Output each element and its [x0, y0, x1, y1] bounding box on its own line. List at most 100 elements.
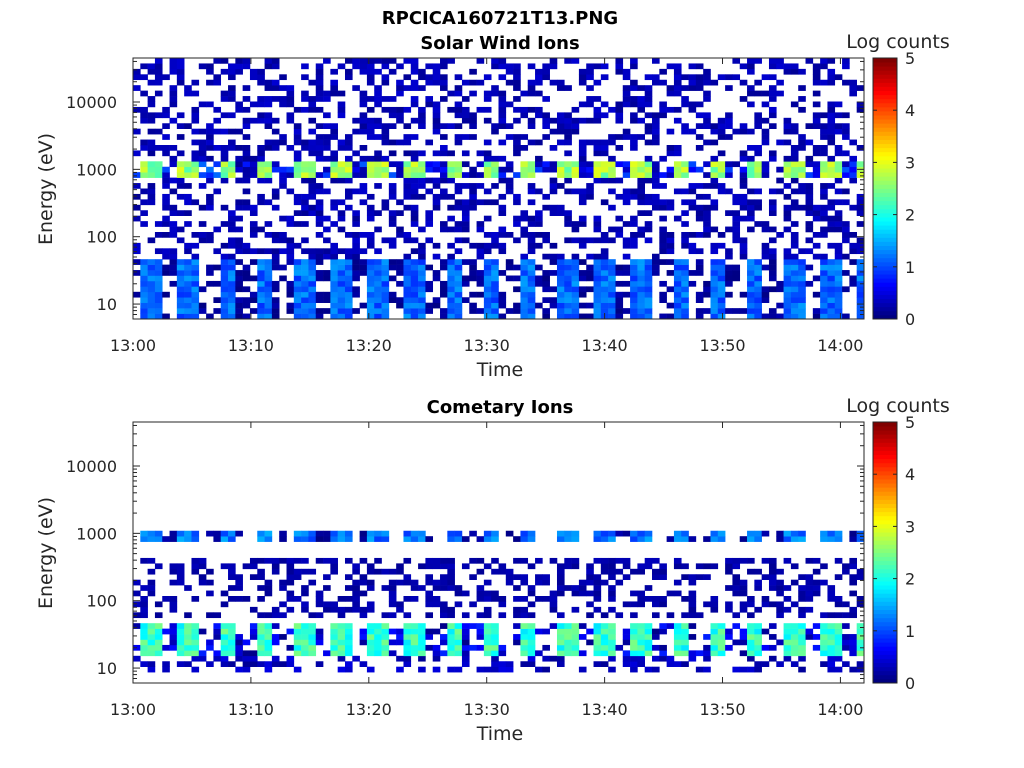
heatmap-cell — [717, 242, 726, 249]
heatmap-cell — [600, 172, 609, 178]
heatmap-cell — [169, 644, 178, 651]
heatmap-cell — [432, 183, 441, 189]
heatmap-cell — [366, 134, 375, 140]
heatmap-cell — [849, 259, 857, 265]
heatmap-cell — [366, 297, 375, 303]
heatmap-cell — [301, 259, 309, 265]
heatmap-cell — [249, 117, 258, 124]
heatmap-cell — [213, 248, 222, 255]
heatmap-cell — [747, 639, 755, 646]
heatmap-cell — [184, 612, 192, 619]
heatmap-cell — [249, 232, 258, 238]
heatmap-cell — [374, 313, 382, 320]
heatmap-cell — [257, 112, 265, 119]
heatmap-cell — [754, 166, 762, 173]
heatmap-cell — [856, 302, 865, 309]
heatmap-cell — [695, 666, 704, 673]
heatmap-cell — [761, 128, 770, 135]
heatmap-cell — [352, 259, 360, 265]
heatmap-cell — [366, 237, 375, 244]
heatmap-cell — [491, 596, 499, 602]
heatmap-cell — [812, 90, 821, 97]
heatmap-cell — [571, 530, 580, 537]
heatmap-cell — [549, 623, 558, 629]
heatmap-cell — [827, 259, 836, 265]
heatmap-cell — [564, 530, 572, 537]
heatmap-cell — [820, 579, 828, 586]
heatmap-cell — [403, 612, 412, 619]
heatmap-cell — [396, 63, 404, 70]
heatmap-cell — [498, 270, 507, 276]
heatmap-cell — [206, 128, 214, 135]
heatmap-cell — [747, 145, 755, 151]
heatmap-cell — [820, 128, 828, 135]
heatmap-cell — [637, 623, 645, 629]
heatmap-cell — [615, 232, 624, 238]
heatmap-cell — [542, 232, 550, 238]
heatmap-cell — [249, 557, 258, 564]
heatmap-cell — [542, 63, 550, 70]
heatmap-cell — [388, 58, 397, 64]
heatmap-cell — [637, 183, 645, 189]
heatmap-cell — [695, 101, 704, 108]
heatmap-cell — [556, 563, 565, 570]
heatmap-cell — [615, 68, 624, 75]
heatmap-cell — [337, 177, 346, 184]
heatmap-cell — [556, 297, 565, 303]
heatmap-cell — [154, 536, 163, 542]
heatmap-cell — [279, 264, 287, 271]
heatmap-cell — [432, 650, 441, 657]
heatmap-cell — [176, 286, 185, 293]
heatmap-cell — [710, 264, 719, 271]
heatmap-cell — [286, 596, 295, 602]
heatmap-cell — [228, 253, 236, 260]
heatmap-cell — [184, 650, 192, 657]
heatmap-cell — [235, 639, 243, 646]
heatmap-cell — [681, 612, 689, 619]
heatmap-cell — [630, 242, 638, 249]
heatmap-cell — [176, 650, 185, 657]
heatmap-cell — [359, 557, 368, 564]
heatmap-cell — [425, 601, 434, 608]
heatmap-cell — [505, 101, 514, 108]
heatmap-cell — [374, 85, 382, 91]
heatmap-cell — [556, 253, 565, 260]
heatmap-cell — [593, 237, 602, 244]
heatmap-cell — [834, 596, 843, 602]
heatmap-cell — [271, 204, 280, 211]
heatmap-cell — [798, 308, 806, 314]
heatmap-cell — [498, 210, 507, 216]
heatmap-cell — [418, 248, 426, 255]
heatmap-cell — [206, 579, 214, 586]
heatmap-cell — [191, 297, 200, 303]
heatmap-cell — [264, 590, 273, 597]
heatmap-cell — [315, 145, 324, 151]
heatmap-cell — [323, 96, 331, 102]
heatmap-cell — [681, 286, 689, 293]
heatmap-cell — [242, 85, 251, 91]
cometary-title: Cometary Ions — [427, 397, 574, 418]
heatmap-cell — [498, 297, 507, 303]
heatmap-cell — [271, 612, 280, 619]
heatmap-cell — [527, 259, 536, 265]
heatmap-cell — [133, 204, 141, 211]
heatmap-cell — [147, 63, 156, 70]
heatmap-cell — [315, 612, 324, 619]
heatmap-cell — [688, 574, 697, 580]
heatmap-cell — [600, 177, 609, 184]
heatmap-cell — [469, 188, 477, 195]
heatmap-cell — [827, 134, 836, 140]
heatmap-cell — [710, 297, 719, 303]
heatmap-cell — [783, 655, 792, 662]
heatmap-cell — [834, 280, 843, 287]
heatmap-cell — [849, 161, 857, 168]
heatmap-cell — [513, 302, 521, 309]
heatmap-cell — [169, 264, 178, 271]
heatmap-cell — [703, 112, 711, 119]
heatmap-cell — [564, 58, 572, 64]
heatmap-cell — [556, 634, 565, 640]
heatmap-cell — [527, 242, 536, 249]
heatmap-cell — [169, 253, 178, 260]
heatmap-cell — [564, 650, 572, 657]
colorbar-swatch — [873, 609, 897, 615]
